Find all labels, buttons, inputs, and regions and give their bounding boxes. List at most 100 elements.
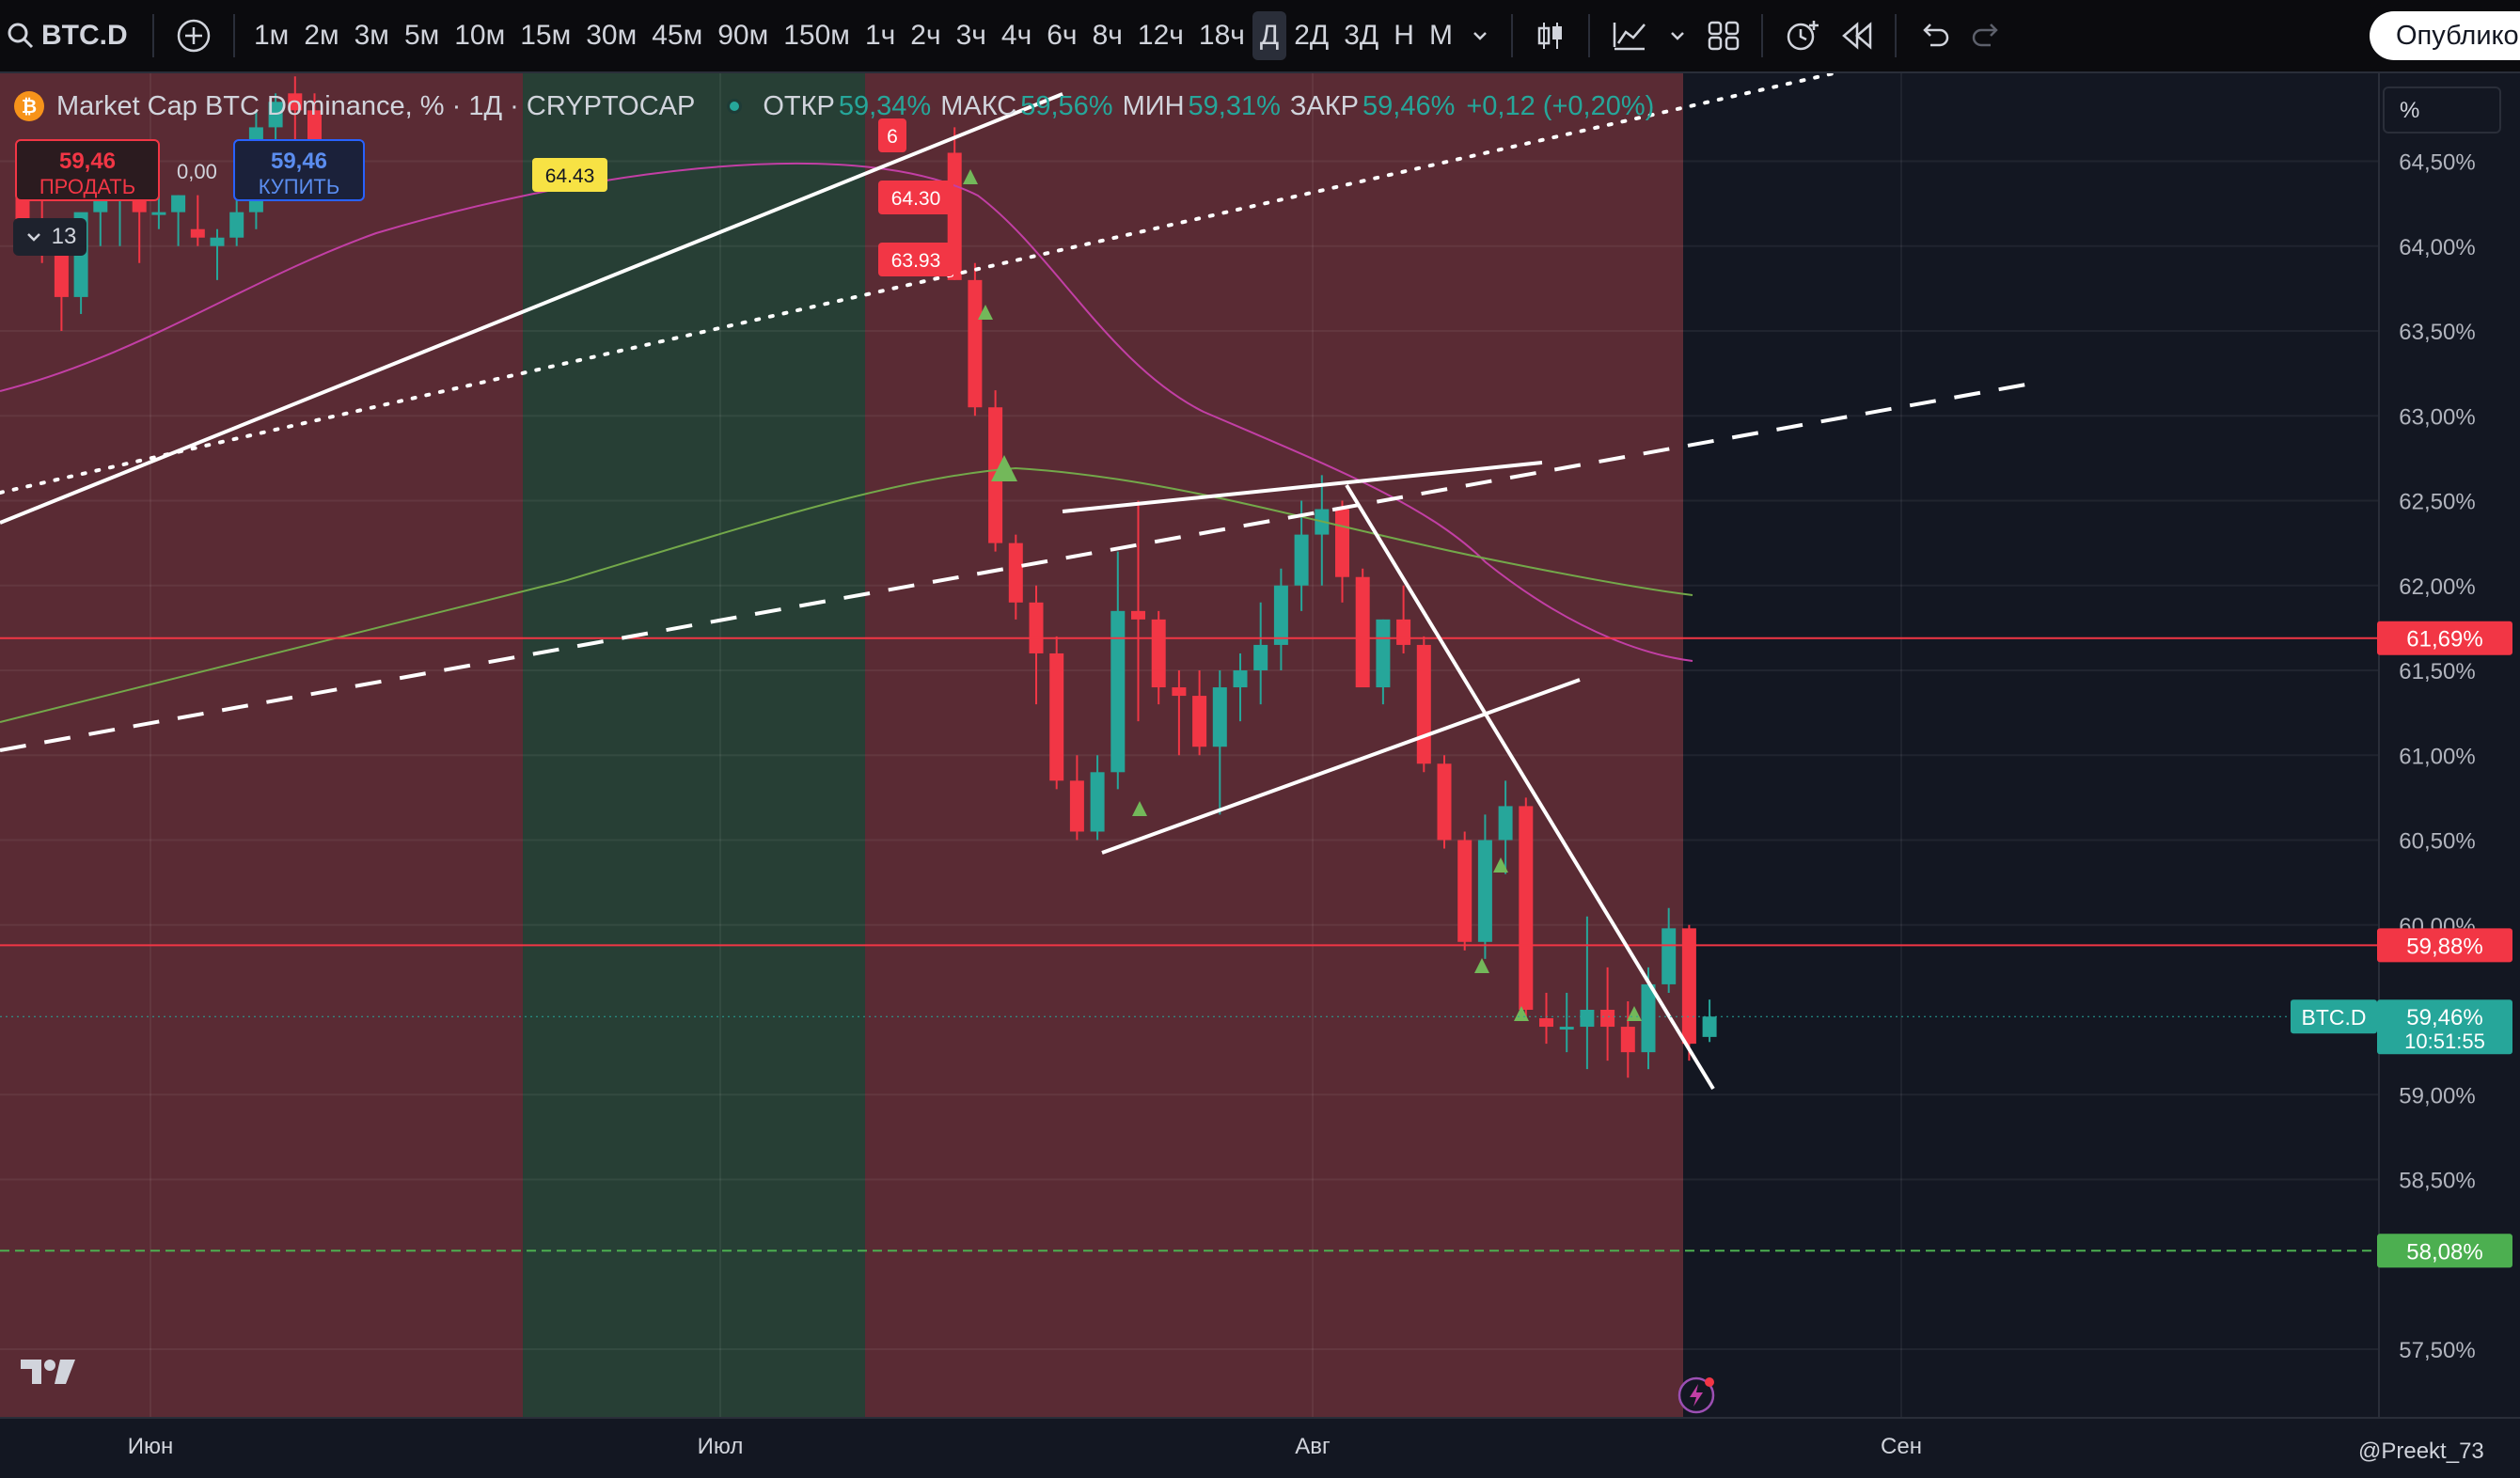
candle	[1294, 500, 1309, 611]
low-label: МИН	[1122, 90, 1185, 121]
level-label-bg	[2377, 928, 2512, 963]
interval-button[interactable]: 2м	[304, 20, 339, 51]
layouts-button[interactable]	[1697, 11, 1750, 60]
price-chart[interactable]: 64.43 64.30 63.93 6 64,50% 64,00% 63,50% 63,00%…	[0, 73, 2520, 1478]
divider	[233, 14, 235, 57]
candle-body	[210, 237, 225, 246]
indicators-collapse-button[interactable]: 13	[13, 218, 87, 256]
indicators-count: 13	[51, 224, 77, 249]
candle-body	[151, 212, 166, 215]
scale-mode-field[interactable]: %	[2383, 86, 2501, 134]
chevron-down-icon	[26, 233, 40, 242]
price-tag-bg	[878, 118, 906, 152]
undo-icon	[1923, 24, 1949, 47]
candle	[1662, 907, 1677, 993]
candle	[151, 195, 166, 229]
lightning-icon[interactable]	[1676, 1373, 1719, 1416]
interval-button[interactable]: 10м	[454, 20, 506, 51]
level-price-label: 61,69%	[2377, 621, 2512, 655]
interval-button[interactable]: 8ч	[1092, 20, 1123, 51]
level-price-label: 58,08%	[2377, 1234, 2512, 1268]
sell-button[interactable]: 59,46 ПРОДАТЬ	[15, 139, 160, 201]
grid-layout-icon	[1708, 21, 1740, 51]
interval-button[interactable]: 2Д	[1294, 20, 1330, 51]
publish-button[interactable]: Опубликов	[2370, 11, 2520, 60]
candle-body	[1539, 1018, 1553, 1028]
interval-button[interactable]: 4ч	[1000, 20, 1032, 51]
open-label: ОТКР	[763, 90, 835, 121]
indicators-dropdown-button[interactable]	[1658, 11, 1697, 60]
interval-button[interactable]: 3Д	[1344, 20, 1379, 51]
candle	[1477, 814, 1492, 959]
y-tick-label: 64,50%	[2399, 150, 2475, 176]
candle-body	[1029, 602, 1044, 653]
low-value: 59,31%	[1188, 90, 1281, 121]
candle-body	[1396, 619, 1411, 645]
candle	[1049, 636, 1064, 790]
interval-button[interactable]: 1ч	[864, 20, 896, 51]
level-label-bg	[2377, 1234, 2512, 1268]
interval-button[interactable]: 6ч	[1047, 20, 1078, 51]
interval-button[interactable]: 12ч	[1137, 20, 1184, 51]
candle-body	[1069, 780, 1084, 832]
level-label-bg	[2377, 621, 2512, 655]
interval-button[interactable]: 3ч	[955, 20, 986, 51]
candle-body	[1008, 542, 1023, 603]
interval-button[interactable]: 150м	[783, 20, 850, 51]
y-tick-label: 63,50%	[2399, 320, 2475, 345]
candle-body	[1151, 619, 1166, 688]
divider	[1760, 14, 1763, 57]
trend-line-dotted	[0, 73, 1835, 495]
interval-button[interactable]: 5м	[403, 20, 440, 51]
undo-button[interactable]	[1908, 11, 1961, 60]
interval-button[interactable]: 15м	[520, 20, 572, 51]
x-tick-label: Июн	[128, 1434, 174, 1459]
indicators-button[interactable]	[1601, 11, 1658, 60]
interval-button[interactable]: 2ч	[910, 20, 941, 51]
price-tag-text: 6	[887, 126, 898, 148]
signal-triangle	[1514, 1006, 1529, 1021]
candles-group	[15, 76, 1717, 1078]
candle	[210, 228, 225, 280]
candle-body	[1519, 806, 1534, 1010]
redo-button[interactable]	[1961, 11, 2013, 60]
interval-button[interactable]: М	[1428, 20, 1453, 51]
price-tag: 64.43	[532, 158, 607, 192]
buy-button[interactable]: 59,46 КУПИТЬ	[233, 139, 365, 201]
price-tag-bg	[878, 243, 953, 276]
candle	[1212, 670, 1227, 815]
y-tick-label: 62,00%	[2399, 574, 2475, 600]
level-label-text: 61,69%	[2406, 627, 2482, 653]
candle	[1580, 916, 1595, 1070]
price-tag-text: 63.93	[891, 250, 941, 272]
interval-button[interactable]: 1м	[254, 20, 290, 51]
tradingview-logo-icon	[21, 1360, 75, 1384]
y-tick-label: 61,50%	[2399, 659, 2475, 684]
alert-button[interactable]	[1774, 11, 1831, 60]
interval-button[interactable]: 18ч	[1198, 20, 1245, 51]
y-tick-label: 61,00%	[2399, 744, 2475, 769]
candle	[1355, 568, 1370, 688]
interval-button[interactable]: 3м	[354, 20, 389, 51]
interval-button[interactable]: Н	[1394, 20, 1414, 51]
candle	[1110, 551, 1126, 790]
level-price-label: 59,88%	[2377, 928, 2512, 963]
symbol-badge-bg	[2291, 999, 2377, 1034]
price-tag-text: 64.43	[545, 165, 595, 187]
interval-button[interactable]: 45м	[652, 20, 703, 51]
interval-button[interactable]: 30м	[586, 20, 638, 51]
candle-body	[1437, 763, 1452, 841]
candle-body	[1273, 585, 1288, 645]
interval-dropdown-button[interactable]	[1460, 11, 1500, 60]
symbol-search[interactable]: BTC.D	[0, 11, 141, 60]
replay-button[interactable]	[1831, 11, 1883, 60]
indicators-icon	[1613, 23, 1646, 51]
candle-body	[171, 195, 186, 212]
interval-button[interactable]: Д	[1252, 11, 1287, 60]
chart-type-button[interactable]	[1524, 11, 1577, 60]
candle	[1702, 999, 1717, 1043]
price-tag: 63.93	[878, 243, 953, 276]
interval-button[interactable]: 90м	[717, 20, 769, 51]
y-tick-label: 59,00%	[2399, 1083, 2475, 1108]
compare-add-button[interactable]	[165, 11, 222, 60]
